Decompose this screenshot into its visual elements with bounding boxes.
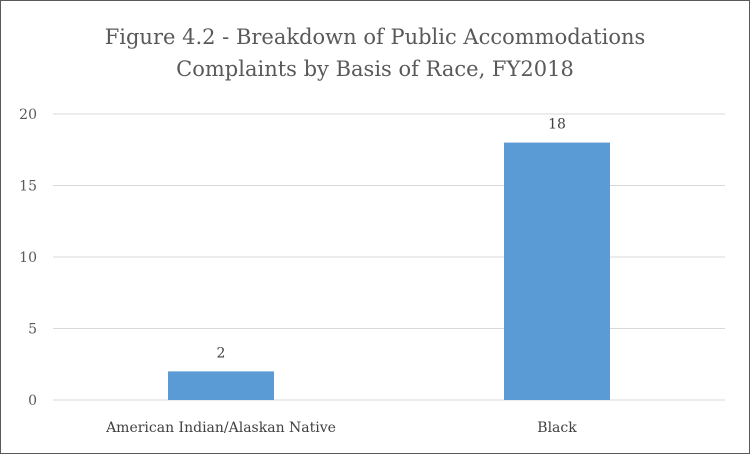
x-category-label: American Indian/Alaskan Native [105, 420, 336, 436]
chart-title-line-2: Complaints by Basis of Race, FY2018 [176, 57, 574, 81]
y-tick-label: 5 [28, 322, 37, 338]
data-label: 18 [548, 117, 566, 133]
y-tick-label: 20 [19, 107, 37, 123]
x-category-label: Black [537, 420, 577, 436]
data-label: 2 [217, 345, 226, 361]
y-tick-label: 10 [19, 250, 37, 266]
chart-title: Figure 4.2 - Breakdown of Public Accommo… [1, 21, 749, 85]
bar-2 [504, 142, 610, 400]
y-tick-label: 0 [28, 393, 37, 409]
chart-title-line-1: Figure 4.2 - Breakdown of Public Accommo… [104, 25, 646, 49]
bar-1 [168, 371, 274, 400]
y-tick-label: 15 [19, 179, 37, 195]
